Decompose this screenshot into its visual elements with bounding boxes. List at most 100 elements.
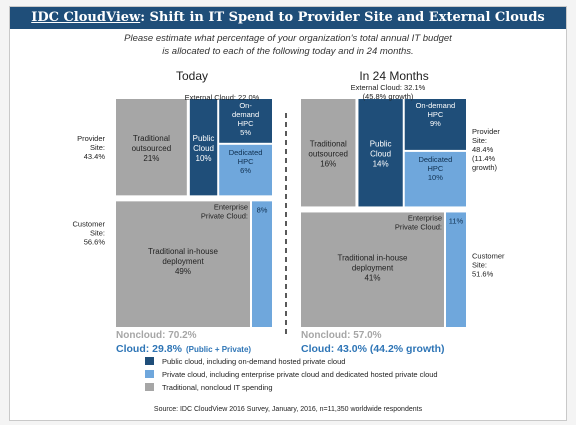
panel2-label-on-demand-hpc-line: On-demand [416,101,456,110]
panel1-label-on-demand-hpc-line: On- [239,101,252,110]
legend-label-line: Public cloud, including on-demand hosted… [162,357,345,366]
panel2-cloud-summary: Cloud: 43.0% (44.2% growth) [301,343,445,355]
title-text: : Shift in IT Spend to Provider Site and… [140,10,545,25]
panel2-title-line: In 24 Months [359,69,428,83]
legend-swatch [145,357,154,365]
title-bar: IDC CloudView: Shift in IT Spend to Prov… [10,7,566,29]
panel1-label-traditional-inhouse-line: Traditional in-house [148,247,219,256]
panel2-customer-site-label-line: Site: [472,260,487,269]
legend-label-line: Private cloud, including enterprise priv… [162,370,438,379]
panel1-label-public-cloud-line: Public [193,134,215,143]
panel2-bar-on-demand-hpc [404,99,466,150]
legend-label: Traditional, noncloud IT spending [162,383,273,392]
panel2-provider-site-label-line: Site: [472,136,487,145]
panel2-customer-site-label-line: Customer [472,251,505,260]
panel2-provider-site-label-line: Provider [472,127,500,136]
panel2-external-cloud-label: External Cloud: 32.1% (45.8% growth) [351,83,426,101]
panel1-cloud-summary: Cloud: 29.8% (Public + Private) [116,343,251,355]
panel1-label-traditional-inhouse: Traditional in-house deployment 49% [148,247,219,276]
panel2-label-traditional-outsourced-line: outsourced [308,150,348,159]
panel1-provider-site-label-line: 43.4% [84,152,106,161]
panel2-enterprise-private-label-line: Enterprise [408,213,442,222]
panel2-provider-site-label-line: growth) [472,163,498,172]
panel1-title: Today [176,69,208,83]
panel1-customer-site-label: Customer Site: 56.6% [72,219,105,246]
panel1-label-on-demand-hpc: On-demand HPC 5% [232,101,259,137]
legend-label-line: Traditional, noncloud IT spending [162,383,273,392]
legend-label: Public cloud, including on-demand hosted… [162,357,345,366]
panel1-label-on-demand-hpc-line: HPC [238,119,254,128]
legend-swatch [145,370,154,378]
panel1-title-line: Today [176,69,208,83]
panel2-label-public-cloud-line: Public [370,140,392,149]
panel1-label-dedicated-hpc-line: HPC [238,157,254,166]
panel2-bar-public-cloud [358,99,403,207]
panel2-label-enterprise-private-line: 11% [449,216,464,225]
panel1-cloud-summary-note: (Public + Private) [186,345,251,354]
panel2-label-traditional-outsourced-line: 16% [320,160,336,169]
panel2-label-traditional-inhouse-line: Traditional in-house [338,254,409,263]
panel2-bar-traditional-outsourced [301,99,356,207]
panel2-external-cloud-label-line: External Cloud: 32.1% [351,83,426,92]
chart-card: IDC CloudView: Shift in IT Spend to Prov… [9,6,567,421]
panel2-label-dedicated-hpc-line: Dedicated [418,155,452,164]
panel2-provider-site-label-line: (11.4% [472,154,496,163]
panel1-provider-site-label: Provider Site: 43.4% [77,134,105,161]
panel1-label-dedicated-hpc-line: Dedicated [229,148,263,157]
title-brand: IDC CloudView [31,10,141,25]
panel1-label-on-demand-hpc-line: demand [232,110,259,119]
panel1-label-traditional-outsourced-line: 21% [143,154,159,163]
panel2-noncloud-summary-line: Noncloud: 57.0% [301,330,382,341]
panel2-provider-site-label-line: 48.4% [472,145,494,154]
panel2-label-dedicated-hpc-line: 10% [428,173,443,182]
panel2-label-public-cloud: Public Cloud 14% [370,140,392,169]
panel2-provider-site-label: Provider Site: 48.4% (11.4% growth) [472,127,500,172]
panel2-bar-traditional-inhouse [301,212,444,327]
panel2-cloud-summary-value: Cloud: 43.0% (44.2% growth) [301,343,445,355]
panel1-customer-site-label-line: Customer [72,219,105,228]
panel1-label-traditional-inhouse-line: deployment [162,257,204,266]
panel1-enterprise-private-label: Enterprise Private Cloud: [201,202,248,220]
panel1-label-traditional-outsourced: Traditional outsourced 21% [132,134,172,163]
panel2-customer-site-label-line: 51.6% [472,269,494,278]
panel1-label-public-cloud: Public Cloud 10% [193,134,215,163]
panel2-label-traditional-inhouse: Traditional in-house deployment 41% [338,254,409,283]
panel1-bar-dedicated-hpc [219,144,272,196]
panel1-label-dedicated-hpc-line: 6% [240,166,251,175]
panel2-label-on-demand-hpc: On-demand HPC 9% [416,101,456,128]
panel2-label-dedicated-hpc: Dedicated HPC 10% [418,155,452,182]
panel1-enterprise-private-label-line: Private Cloud: [201,211,248,220]
panel1-label-traditional-outsourced-line: outsourced [132,144,172,153]
subtitle: Please estimate what percentage of your … [10,32,566,58]
source-note: Source: IDC CloudView 2016 Survey, Janua… [154,406,423,413]
panel1-noncloud-summary: Noncloud: 70.2% [116,330,197,341]
panel1-customer-site-label-line: Site: [90,228,105,237]
panel2-bar-dedicated-hpc [404,151,466,207]
panel2-bar-enterprise-private [446,212,466,327]
source-note-line: Source: IDC CloudView 2016 Survey, Janua… [154,406,423,413]
panel1-bar-traditional-outsourced [116,99,187,196]
panel1-label-dedicated-hpc: Dedicated HPC 6% [229,148,263,175]
panel1-cloud-summary-value: Cloud: 29.8% [116,343,183,355]
subtitle-line-2: is allocated to each of the following to… [162,46,414,57]
panel2-label-on-demand-hpc-line: HPC [427,110,443,119]
panel2-noncloud-summary: Noncloud: 57.0% [301,330,382,341]
panel2-label-public-cloud-line: Cloud [370,150,391,159]
panel2-label-dedicated-hpc-line: HPC [427,164,443,173]
subtitle-line-1: Please estimate what percentage of your … [124,33,452,44]
panel2-enterprise-private-label-line: Private Cloud: [395,222,442,231]
panel2-label-enterprise-private: 11% [449,216,464,225]
panel1-label-traditional-outsourced-line: Traditional [133,134,170,143]
panel2-external-cloud-label-line: (45.8% growth) [363,92,414,101]
panel1-label-enterprise-private-line: 8% [257,205,268,214]
panel2-label-traditional-inhouse-line: deployment [352,264,394,273]
panel1-customer-site-label-line: 56.6% [84,237,106,246]
panel1-bar-on-demand-hpc [219,99,272,143]
panel2-label-public-cloud-line: 14% [373,160,389,169]
panel1-label-on-demand-hpc-line: 5% [240,128,251,137]
panel1-label-traditional-inhouse-line: 49% [175,267,191,276]
panel1-external-cloud-label: External Cloud: 22.0% [185,93,260,102]
panel2-label-traditional-outsourced-line: Traditional [310,140,347,149]
panel1-noncloud-summary-line: Noncloud: 70.2% [116,330,197,341]
